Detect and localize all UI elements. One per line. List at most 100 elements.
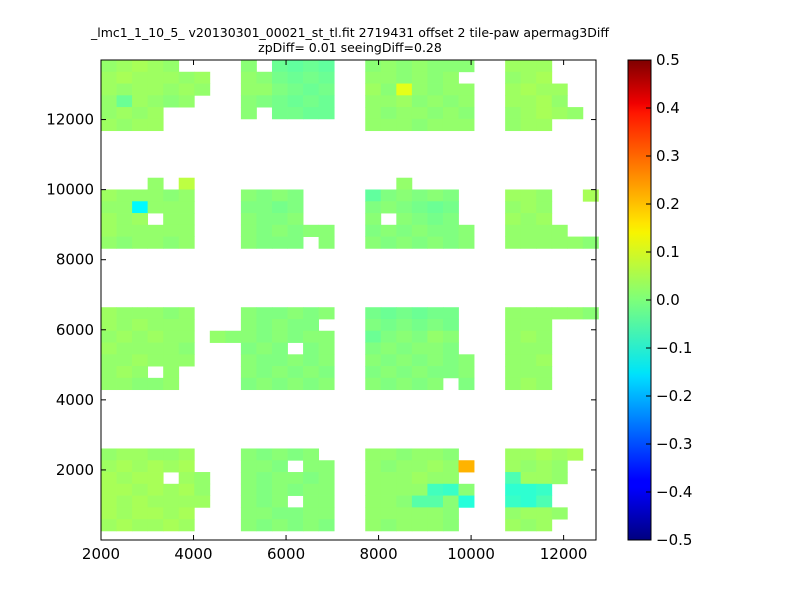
heatmap-cell	[287, 448, 304, 461]
heatmap-cell	[536, 107, 553, 120]
heatmap-cell	[411, 213, 428, 226]
heatmap-cell	[442, 519, 459, 532]
x-tick-label: 12000	[540, 545, 588, 563]
heatmap-cell	[318, 354, 335, 367]
heatmap-cell	[396, 95, 413, 108]
heatmap-cell	[427, 107, 444, 120]
heatmap-cell	[380, 377, 397, 391]
heatmap-cell	[380, 60, 397, 73]
heatmap-cell	[101, 318, 117, 332]
heatmap-cell	[256, 318, 273, 332]
heatmap-cell	[256, 342, 273, 355]
heatmap-cell	[520, 366, 537, 379]
heatmap-cell	[380, 483, 397, 496]
heatmap-cell	[396, 201, 413, 214]
heatmap-cell	[287, 318, 304, 332]
heatmap-cell	[116, 60, 133, 73]
heatmap-cell	[163, 83, 180, 96]
heatmap-cell	[567, 448, 584, 461]
heatmap-cell	[318, 330, 335, 343]
heatmap-cell	[411, 189, 428, 202]
heatmap-cell	[101, 107, 117, 120]
heatmap-cell	[536, 495, 553, 508]
heatmap-cell	[256, 483, 273, 496]
heatmap-cell	[147, 71, 164, 84]
heatmap-cell	[271, 236, 288, 249]
heatmap-cell	[396, 507, 413, 520]
y-tick-label: 2000	[56, 461, 94, 479]
heatmap-cell	[365, 201, 382, 214]
heatmap-cell	[271, 377, 288, 391]
heatmap-cell	[116, 95, 133, 108]
heatmap-cell	[271, 495, 288, 508]
heatmap-cell	[256, 495, 273, 508]
heatmap-cell	[116, 354, 133, 367]
heatmap-cell	[116, 483, 133, 496]
heatmap-cell	[318, 495, 335, 508]
heatmap-cell	[240, 507, 257, 520]
heatmap-cell	[442, 236, 459, 249]
heatmap-cell	[116, 189, 133, 202]
heatmap-cell	[101, 519, 117, 532]
heatmap-cell	[411, 118, 428, 132]
heatmap-cell	[536, 342, 553, 355]
heatmap-cell	[411, 107, 428, 120]
heatmap-cell	[132, 83, 149, 96]
colorbar-ticks: 0.5 0.4 0.3 0.2 0.1 0.0 −0.1 −0.2 −0.3 −0.4 −0.5	[646, 51, 692, 549]
heatmap-cell	[505, 318, 522, 332]
heatmap-cell	[240, 95, 257, 108]
heatmap-cell	[271, 330, 288, 343]
heatmap-cell	[132, 201, 149, 214]
heatmap-cell	[116, 224, 133, 237]
heatmap-cell	[442, 201, 459, 214]
x-tick-label: 2000	[82, 545, 120, 563]
heatmap-cell	[411, 495, 428, 508]
heatmap-cell	[536, 460, 553, 473]
heatmap-cell	[536, 519, 553, 532]
heatmap-cell	[365, 307, 382, 320]
heatmap-cell	[442, 224, 459, 237]
heatmap-cell	[520, 95, 537, 108]
heatmap-cell	[271, 95, 288, 108]
heatmap-cell	[365, 448, 382, 461]
heatmap-cell	[380, 107, 397, 120]
heatmap-cell	[147, 201, 164, 214]
heatmap-cell	[396, 177, 413, 190]
heatmap-cell	[116, 519, 133, 532]
axes: 2000 4000 6000 8000 10000 12000 2000 4000 6000 80…	[46, 60, 596, 563]
heatmap-cell	[551, 107, 568, 120]
colorbar-tick-label: 0.1	[656, 243, 680, 261]
heatmap-cell	[163, 189, 180, 202]
heatmap-cell	[442, 71, 459, 84]
heatmap-cell	[240, 330, 257, 343]
colorbar-tick-label: −0.5	[656, 531, 692, 549]
heatmap-cell	[240, 60, 257, 73]
heatmap-cell	[101, 83, 117, 96]
heatmap-cell	[365, 354, 382, 367]
heatmap-cell	[520, 460, 537, 473]
heatmap-cell	[520, 318, 537, 332]
heatmap-cell	[163, 448, 180, 461]
heatmap-cell	[256, 213, 273, 226]
heatmap-cell	[427, 201, 444, 214]
heatmap-cell	[411, 83, 428, 96]
heatmap-cell	[442, 107, 459, 120]
heatmap-cell	[551, 95, 568, 108]
heatmap-cell	[240, 354, 257, 367]
heatmap-cell	[178, 472, 195, 485]
heatmap-cell	[536, 201, 553, 214]
heatmap-cell	[536, 60, 553, 73]
heatmap-cell	[365, 118, 382, 132]
heatmap-cell	[427, 507, 444, 520]
heatmap-cell	[256, 236, 273, 249]
heatmap-cell	[458, 366, 475, 379]
heatmap-cell	[396, 118, 413, 132]
heatmap-cell	[240, 71, 257, 84]
heatmap-cell	[132, 118, 149, 132]
heatmap-cell	[396, 318, 413, 332]
heatmap-cell	[427, 366, 444, 379]
heatmap-cell	[116, 201, 133, 214]
heatmap-cell	[411, 236, 428, 249]
heatmap-cell	[396, 472, 413, 485]
x-tick-label: 6000	[267, 545, 305, 563]
